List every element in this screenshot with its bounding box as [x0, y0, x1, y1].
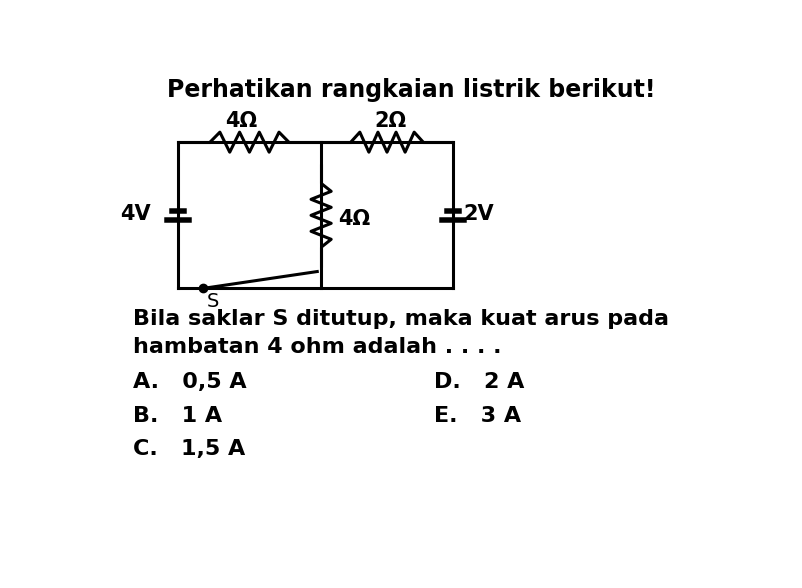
- Text: Bila saklar S ditutup, maka kuat arus pada: Bila saklar S ditutup, maka kuat arus pa…: [133, 309, 669, 329]
- Text: A.   0,5 A: A. 0,5 A: [133, 372, 246, 392]
- Text: E.   3 A: E. 3 A: [434, 406, 520, 426]
- Text: C.   1,5 A: C. 1,5 A: [133, 439, 245, 459]
- Text: D.   2 A: D. 2 A: [434, 372, 524, 392]
- Text: 2V: 2V: [464, 204, 494, 224]
- Text: 2Ω: 2Ω: [375, 111, 407, 131]
- Text: 4Ω: 4Ω: [338, 209, 371, 229]
- Text: hambatan 4 ohm adalah . . . .: hambatan 4 ohm adalah . . . .: [133, 337, 501, 357]
- Text: Perhatikan rangkaian listrik berikut!: Perhatikan rangkaian listrik berikut!: [167, 78, 655, 102]
- Text: 4V: 4V: [120, 204, 151, 224]
- Text: B.   1 A: B. 1 A: [133, 406, 222, 426]
- Text: 4Ω: 4Ω: [225, 111, 257, 131]
- Text: S: S: [207, 292, 220, 310]
